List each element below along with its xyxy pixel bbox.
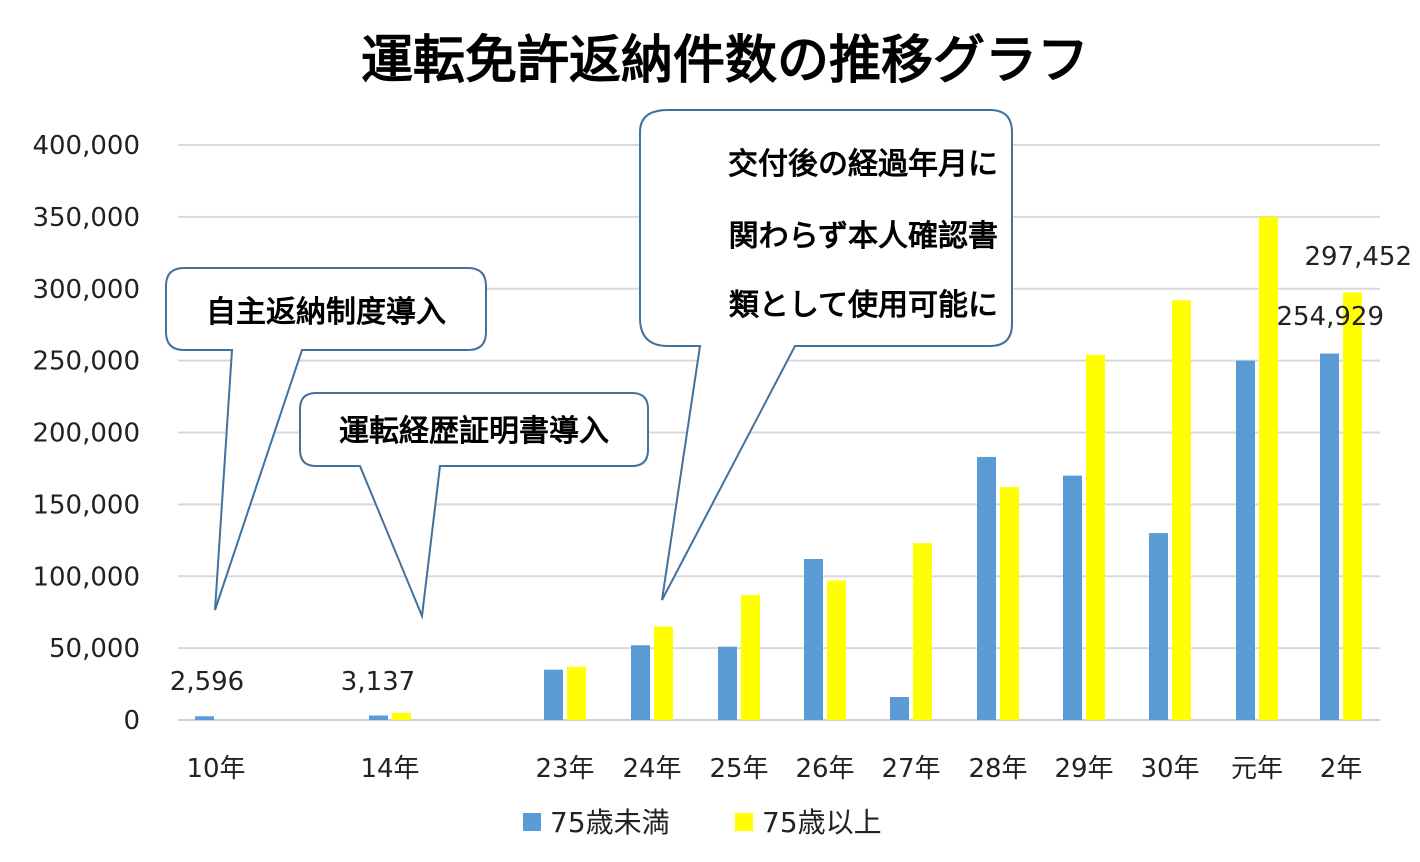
y-tick-label: 250,000 <box>32 347 140 377</box>
callout-2: 運転経歴証明書導入 <box>299 392 649 620</box>
y-tick-label: 400,000 <box>32 131 140 161</box>
callout-bubble <box>165 267 487 611</box>
y-tick-label: 0 <box>123 706 140 736</box>
x-tick-label: 27年 <box>881 754 940 784</box>
bar-under-75-3 <box>631 645 650 720</box>
bar-over-75-8 <box>1086 354 1105 720</box>
x-tick-label: 30年 <box>1140 754 1199 784</box>
bar-over-75-6 <box>913 543 932 720</box>
x-tick-label: 29年 <box>1054 754 1113 784</box>
x-tick-label: 24年 <box>622 754 681 784</box>
legend: 75歳未満 75歳以上 <box>523 806 882 839</box>
callout-text: 類として使用可能に <box>729 288 998 323</box>
data-label: 3,137 <box>341 667 415 697</box>
data-label: 254,929 <box>1276 302 1384 332</box>
legend-label: 75歳以上 <box>762 806 882 839</box>
callout-text: 交付後の経過年月に <box>728 147 998 182</box>
y-tick-label: 300,000 <box>32 275 140 305</box>
legend-swatch-over-75 <box>735 813 753 831</box>
x-tick-label: 2年 <box>1320 754 1363 784</box>
legend-label: 75歳未満 <box>550 806 670 839</box>
bar-over-75-4 <box>741 594 760 720</box>
bar-over-75-10 <box>1259 216 1278 720</box>
callouts: 自主返納制度導入運転経歴証明書導入交付後の経過年月に関わらず本人確認書類として使… <box>165 109 1013 620</box>
bar-under-75-8 <box>1063 475 1082 720</box>
y-axis-ticks: 0 50,000 100,000 150,000 200,000 250,000 300,0… <box>32 131 140 736</box>
bar-under-75-2 <box>544 669 563 720</box>
data-label: 2,596 <box>170 667 244 697</box>
callout-bubble <box>299 392 649 620</box>
x-tick-label: 23年 <box>535 754 594 784</box>
callout-text: 関わらず本人確認書 <box>729 219 998 254</box>
x-axis-ticks: 10年 14年 23年 24年 25年 26年 27年 28年 29年 30年 元年 2年 <box>186 754 1362 784</box>
callout-1: 自主返納制度導入 <box>165 267 487 611</box>
y-tick-label: 100,000 <box>32 562 140 592</box>
x-tick-label: 28年 <box>968 754 1027 784</box>
y-tick-label: 150,000 <box>32 490 140 520</box>
bar-over-75-9 <box>1172 300 1191 720</box>
callout-text: 運転経歴証明書導入 <box>339 414 609 449</box>
bar-under-75-7 <box>977 456 996 720</box>
x-tick-label: 14年 <box>360 754 419 784</box>
bar-under-75-6 <box>890 697 909 720</box>
bar-under-75-10 <box>1236 360 1255 720</box>
bar-under-75-1 <box>369 715 388 720</box>
bar-under-75-4 <box>718 646 737 720</box>
bar-over-75-2 <box>567 666 586 720</box>
bars <box>195 216 1362 720</box>
y-tick-label: 350,000 <box>32 203 140 233</box>
bar-over-75-3 <box>654 626 673 720</box>
x-tick-label: 元年 <box>1231 754 1283 784</box>
bar-under-75-11 <box>1320 353 1339 720</box>
bar-over-75-5 <box>827 580 846 720</box>
bar-under-75-5 <box>804 559 823 720</box>
bar-under-75-0 <box>195 716 214 720</box>
x-tick-label: 26年 <box>795 754 854 784</box>
x-tick-label: 10年 <box>186 754 245 784</box>
data-labels: 2,596 3,137 297,452 254,929 <box>170 242 1412 697</box>
callout-bubble <box>639 109 1013 601</box>
callout-text: 自主返納制度導入 <box>206 295 446 330</box>
y-tick-label: 200,000 <box>32 419 140 449</box>
y-tick-label: 50,000 <box>49 634 140 664</box>
bar-over-75-7 <box>1000 487 1019 720</box>
bar-under-75-9 <box>1149 533 1168 720</box>
legend-swatch-under-75 <box>523 813 541 831</box>
data-label: 297,452 <box>1304 242 1412 272</box>
chart-title: 運転免許返納件数の推移グラフ <box>361 31 1089 91</box>
x-tick-label: 25年 <box>709 754 768 784</box>
bar-over-75-11 <box>1343 292 1362 720</box>
bar-over-75-1 <box>392 712 411 720</box>
